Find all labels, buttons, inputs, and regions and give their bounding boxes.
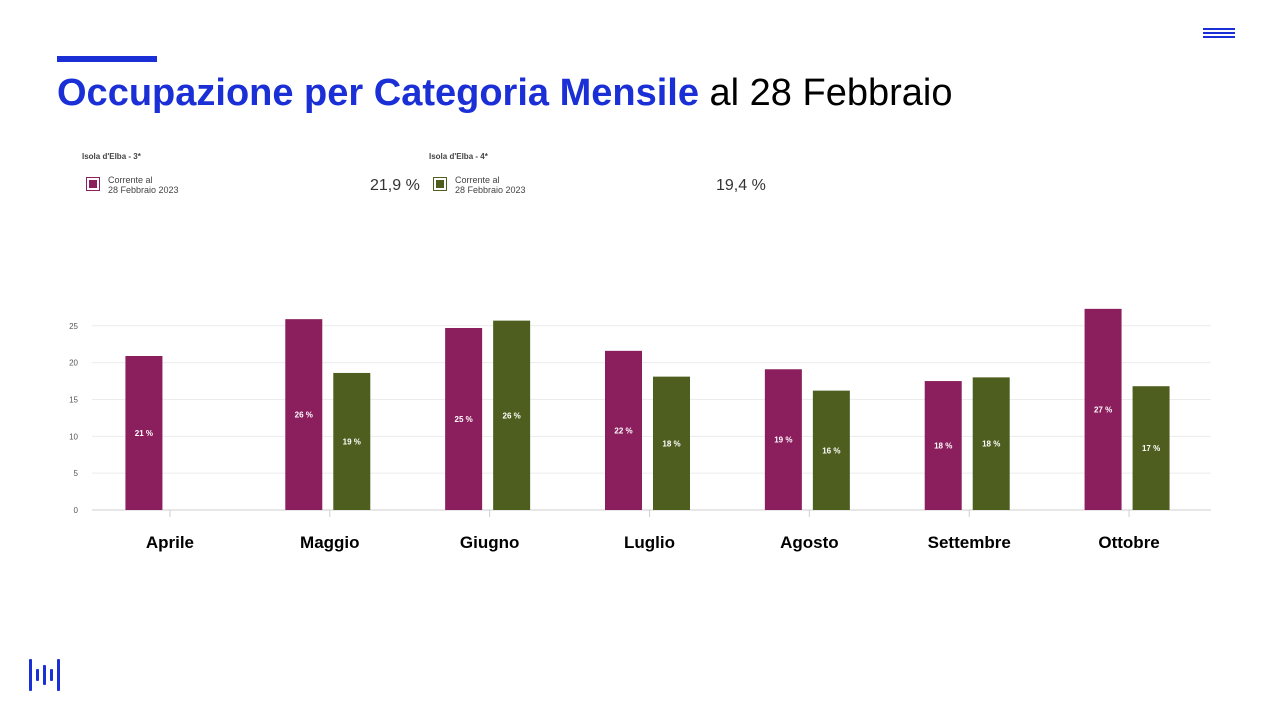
data-label: 22 % (614, 426, 632, 435)
bar (972, 377, 1010, 510)
bar (1084, 308, 1122, 510)
data-label: 16 % (822, 446, 840, 455)
x-tick-label: Ottobre (1098, 533, 1159, 552)
data-label: 18 % (982, 440, 1000, 449)
data-label: 18 % (662, 439, 680, 448)
y-tick-label: 10 (69, 432, 78, 441)
legend-swatch-3-star (86, 177, 100, 191)
bar (493, 320, 531, 510)
bar (333, 372, 371, 510)
data-label: 18 % (934, 442, 952, 451)
title-main: Occupazione per Categoria Mensile (57, 72, 699, 114)
x-tick-label: Luglio (624, 533, 675, 552)
data-label: 17 % (1142, 444, 1160, 453)
legend-line1: Corrente al (455, 175, 500, 185)
bar (924, 381, 962, 510)
y-tick-label: 20 (69, 359, 78, 368)
x-tick-label: Giugno (460, 533, 519, 552)
bar (1132, 386, 1170, 510)
data-label: 26 % (295, 411, 313, 420)
legend-caption-4-star: Corrente al 28 Febbraio 2023 (455, 175, 526, 195)
bar (445, 328, 483, 510)
bar (285, 319, 323, 510)
legend-line1: Corrente al (108, 175, 153, 185)
y-tick-label: 5 (74, 469, 79, 478)
bar (812, 390, 850, 510)
y-tick-label: 25 (69, 322, 78, 331)
bar (653, 376, 690, 510)
waveform-logo-icon (29, 659, 60, 691)
data-label: 19 % (774, 436, 792, 445)
legend-value-3-star: 21,9 % (370, 177, 420, 194)
x-tick-label: Maggio (300, 533, 360, 552)
y-tick-label: 15 (69, 395, 78, 404)
legend-group-3-star: Isola d'Elba - 3* (82, 152, 141, 161)
legend-caption-3-star: Corrente al 28 Febbraio 2023 (108, 175, 179, 195)
x-tick-label: Aprile (146, 533, 194, 552)
legend-line2: 28 Febbraio 2023 (108, 185, 179, 195)
y-tick-label: 0 (74, 506, 79, 515)
data-label: 21 % (135, 429, 153, 438)
menu-line (1203, 32, 1235, 34)
data-label: 27 % (1094, 405, 1112, 414)
bar (764, 369, 802, 510)
menu-line (1203, 28, 1235, 30)
legend-group-4-star: Isola d'Elba - 4* (429, 152, 488, 161)
legend-line2: 28 Febbraio 2023 (455, 185, 526, 195)
legend-swatch-4-star (433, 177, 447, 191)
menu-line (1203, 36, 1235, 38)
title-accent-bar (57, 56, 157, 62)
hamburger-menu-icon[interactable] (1203, 28, 1235, 40)
data-label: 19 % (343, 437, 361, 446)
page-title: Occupazione per Categoria Mensile al 28 … (57, 70, 952, 116)
legend-value-4-star: 19,4 % (716, 177, 766, 194)
data-label: 25 % (455, 415, 473, 424)
title-date: al 28 Febbraio (698, 72, 953, 114)
bar (605, 350, 642, 510)
bar (125, 356, 163, 510)
data-label: 26 % (503, 411, 521, 420)
x-tick-label: Agosto (780, 533, 839, 552)
x-tick-label: Settembre (928, 533, 1011, 552)
